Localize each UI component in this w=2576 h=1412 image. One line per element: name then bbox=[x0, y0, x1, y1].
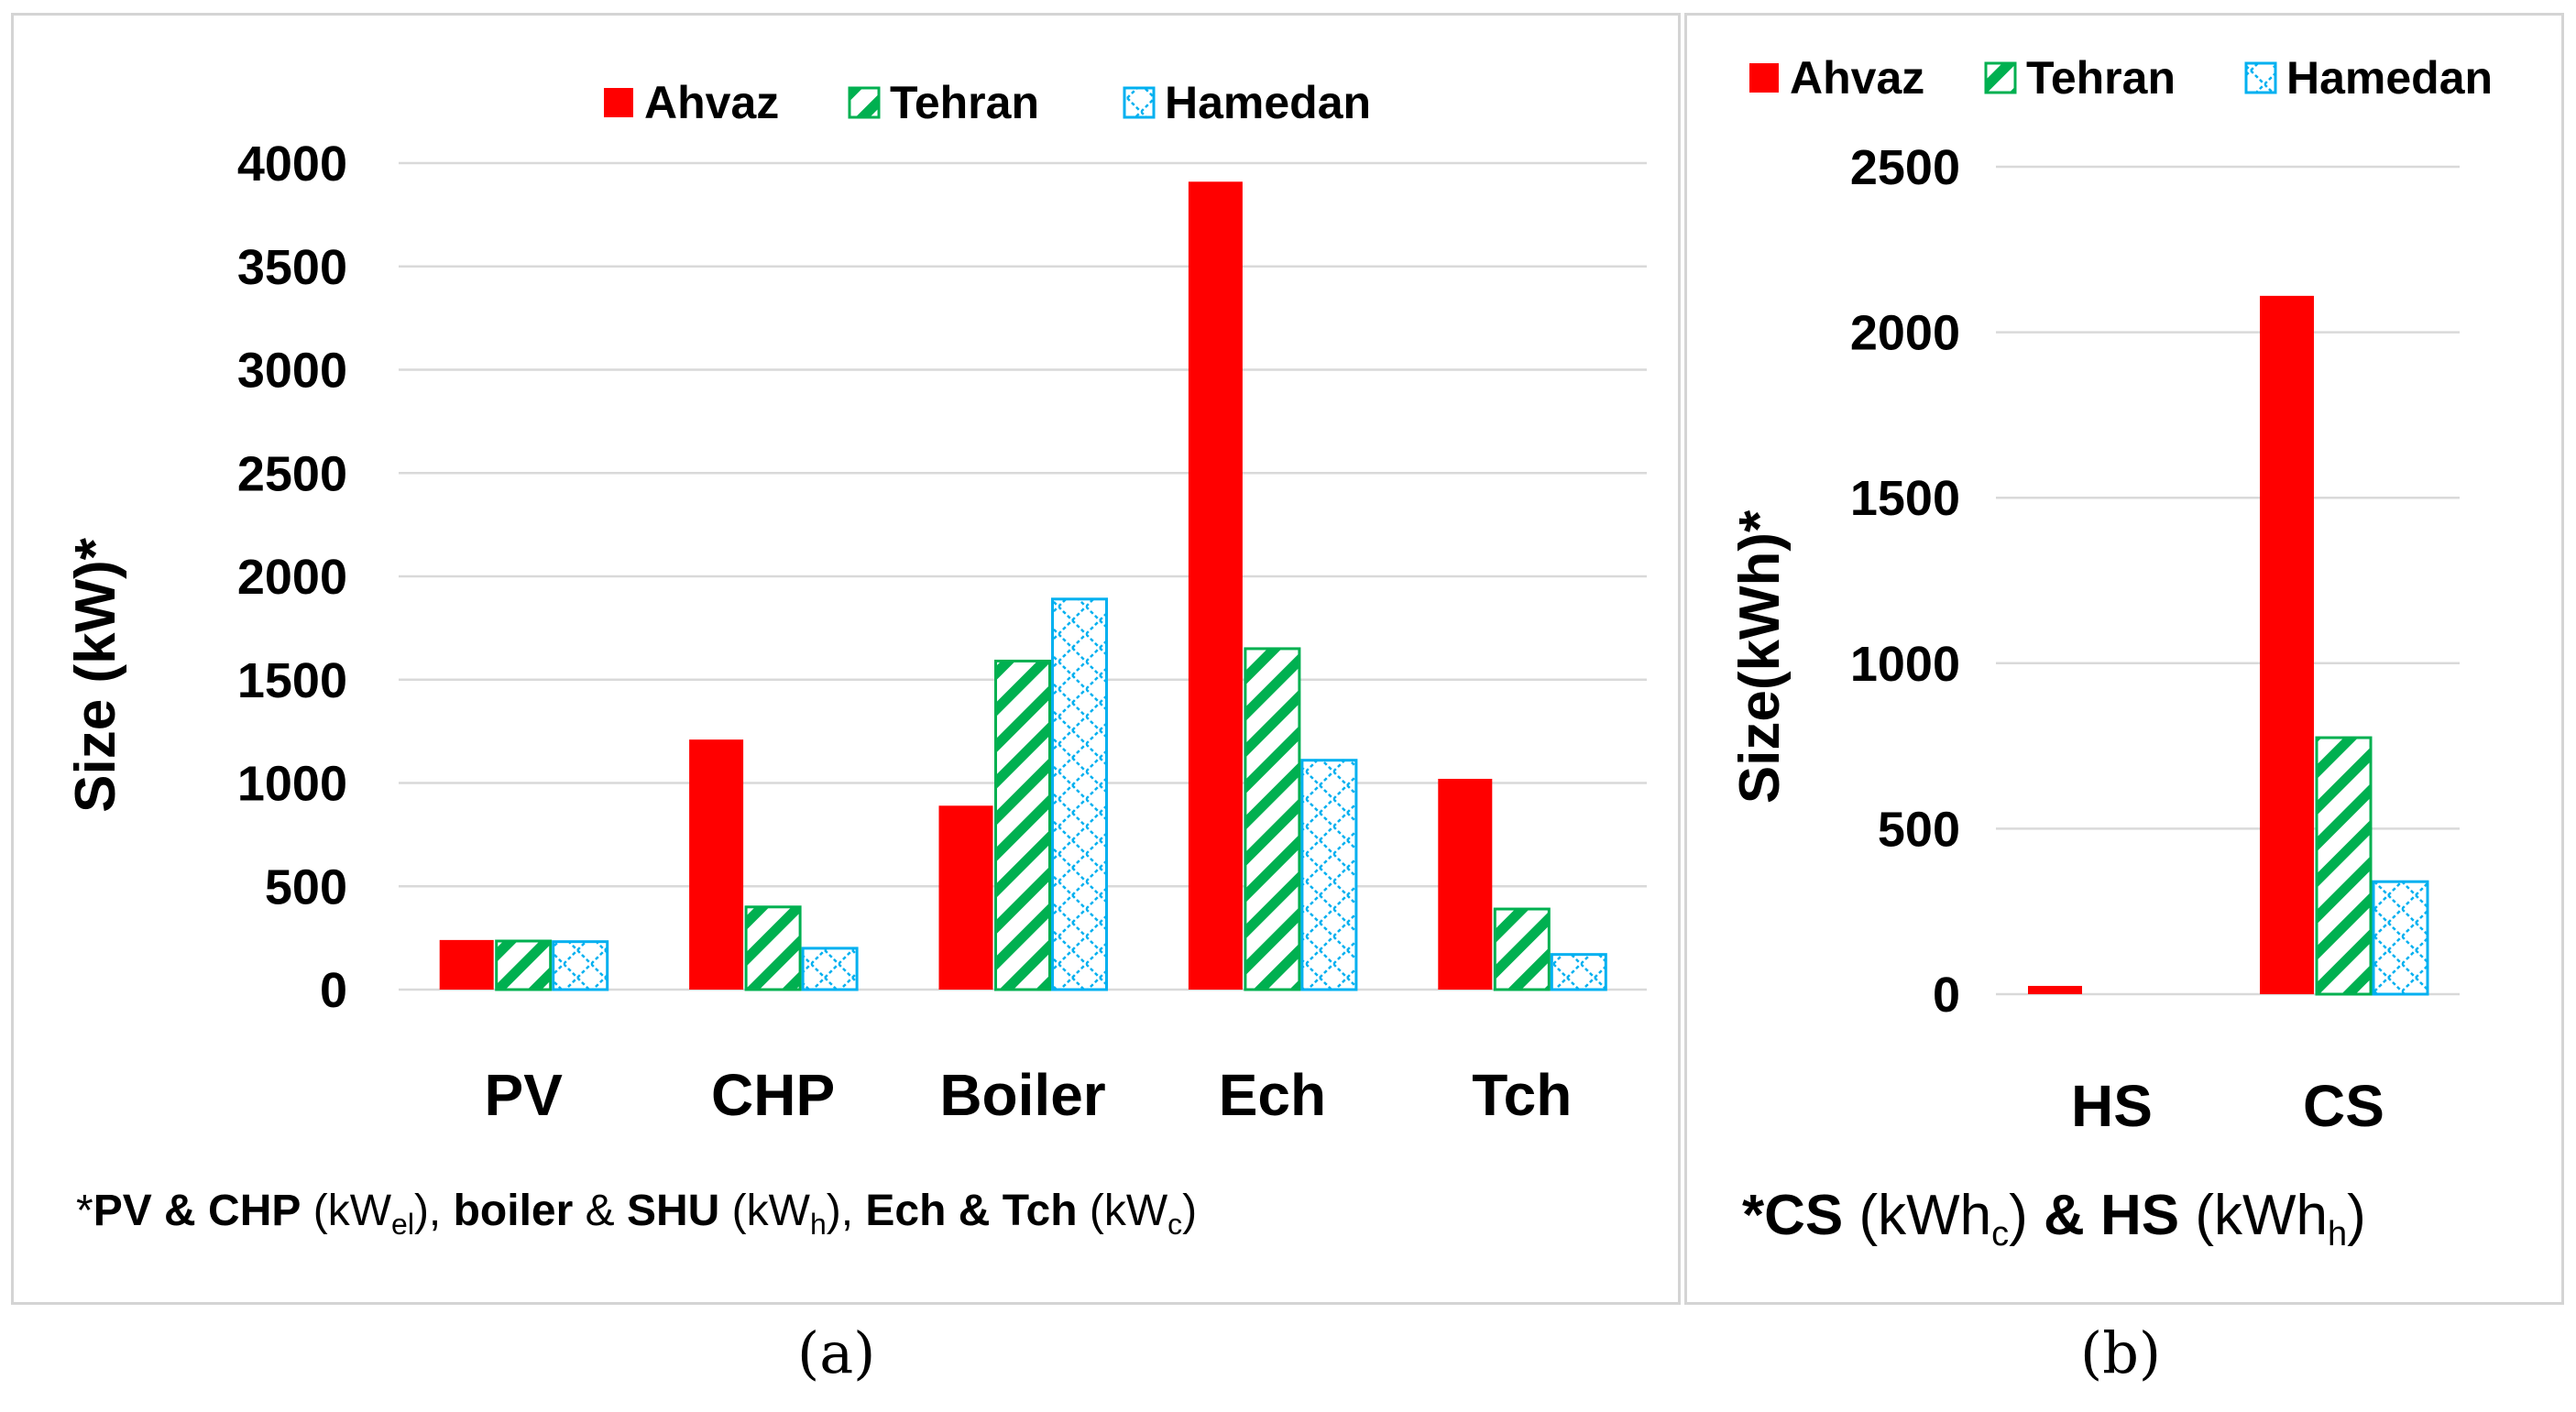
category-labels: HS CS bbox=[2071, 1073, 2384, 1139]
units-footnote: *PV & CHP (kWel), boiler & SHU (kWh), Ec… bbox=[76, 1187, 1197, 1241]
bar-tehran-tch bbox=[1493, 907, 1551, 991]
category-label: CS bbox=[2303, 1073, 2384, 1139]
bar-hamedan-tch bbox=[1550, 953, 1607, 991]
category-label: PV bbox=[485, 1062, 564, 1128]
legend: Ahvaz Tehran Hamedan bbox=[604, 77, 1371, 128]
y-tick-label: 2000 bbox=[1850, 306, 1960, 361]
legend-item-tehran: Tehran bbox=[1984, 52, 2176, 104]
legend-swatch-ahvaz bbox=[604, 88, 633, 117]
legend-item-ahvaz: Ahvaz bbox=[604, 77, 779, 128]
legend-label-tehran: Tehran bbox=[2026, 52, 2176, 104]
units-footnote: *CS (kWhc) & HS (kWhh) bbox=[1742, 1184, 2366, 1253]
legend-item-ahvaz: Ahvaz bbox=[1749, 52, 1924, 104]
bar-ahvaz-pv bbox=[439, 939, 494, 990]
bar-tehran-pv bbox=[495, 939, 553, 991]
y-tick-label: 3500 bbox=[237, 240, 347, 295]
legend-label-hamedan: Hamedan bbox=[1165, 77, 1371, 128]
bar-tehran-ech bbox=[1244, 647, 1301, 991]
bar-hamedan-boiler bbox=[1051, 597, 1108, 991]
y-tick-label: 1500 bbox=[237, 653, 347, 708]
bar-ahvaz-chp bbox=[689, 739, 744, 990]
bars bbox=[439, 181, 1607, 991]
legend-item-tehran: Tehran bbox=[848, 77, 1039, 128]
y-tick-label: 1500 bbox=[1850, 471, 1960, 526]
y-tick-label: 4000 bbox=[237, 137, 347, 192]
category-label: Boiler bbox=[939, 1062, 1105, 1128]
legend-swatch-ahvaz bbox=[1749, 63, 1779, 93]
legend-item-hamedan: Hamedan bbox=[2244, 52, 2493, 104]
caption-a: (a) bbox=[797, 1319, 876, 1386]
bar-ahvaz-cs bbox=[2260, 295, 2314, 994]
bar-hamedan-pv bbox=[552, 940, 609, 991]
gridlines bbox=[399, 161, 1647, 991]
legend-swatch-hamedan bbox=[1123, 86, 1156, 119]
chart-panel-b: 0 500 1000 1500 2000 2500 HS CS Size(kWh)* Ahv… bbox=[1684, 13, 2564, 1305]
bar-ahvaz-tch bbox=[1438, 778, 1493, 990]
category-label: Ech bbox=[1219, 1062, 1326, 1128]
category-label: Tch bbox=[1472, 1062, 1572, 1128]
chart-a-svg: 0 500 1000 1500 2000 2500 3000 3500 4000 PV CHP Bo… bbox=[64, 77, 1647, 1241]
bar-ahvaz-hs bbox=[2028, 985, 2082, 994]
legend-swatch-tehran bbox=[848, 86, 881, 119]
y-tick-label: 0 bbox=[1933, 968, 1960, 1023]
legend-swatch-tehran bbox=[1984, 61, 2017, 94]
y-axis-label: Size (kW)* bbox=[64, 537, 127, 813]
y-tick-label: 0 bbox=[320, 963, 347, 1018]
y-axis-ticks: 0 500 1000 1500 2000 2500 bbox=[1850, 140, 1960, 1023]
legend: Ahvaz Tehran Hamedan bbox=[1749, 52, 2493, 104]
y-tick-label: 2500 bbox=[1850, 140, 1960, 195]
gridlines bbox=[1996, 165, 2460, 996]
chart-panel-a: 0 500 1000 1500 2000 2500 3000 3500 4000 PV CHP Bo… bbox=[11, 13, 1681, 1305]
y-tick-label: 500 bbox=[265, 859, 347, 914]
y-axis-ticks: 0 500 1000 1500 2000 2500 3000 3500 4000 bbox=[237, 137, 347, 1018]
bar-tehran-boiler bbox=[994, 659, 1051, 991]
y-tick-label: 2000 bbox=[237, 550, 347, 605]
legend-label-ahvaz: Ahvaz bbox=[644, 77, 779, 128]
bar-tehran-chp bbox=[744, 905, 802, 991]
category-labels: PV CHP Boiler Ech Tch bbox=[485, 1062, 1573, 1128]
bar-tehran-cs bbox=[2315, 736, 2373, 996]
bar-hamedan-chp bbox=[801, 947, 859, 991]
legend-label-tehran: Tehran bbox=[890, 77, 1039, 128]
legend-label-ahvaz: Ahvaz bbox=[1790, 52, 1924, 104]
bar-hamedan-cs bbox=[2372, 880, 2429, 996]
legend-swatch-hamedan bbox=[2244, 61, 2277, 94]
legend-item-hamedan: Hamedan bbox=[1123, 77, 1371, 128]
bar-ahvaz-ech bbox=[1188, 181, 1243, 991]
bar-hamedan-ech bbox=[1300, 759, 1358, 991]
caption-b: (b) bbox=[2080, 1319, 2162, 1386]
chart-b-svg: 0 500 1000 1500 2000 2500 HS CS Size(kWh)* Ahv… bbox=[1728, 52, 2493, 1253]
y-tick-label: 3000 bbox=[237, 344, 347, 399]
y-tick-label: 1000 bbox=[237, 757, 347, 812]
bars bbox=[2028, 295, 2429, 996]
y-tick-label: 2500 bbox=[237, 446, 347, 501]
category-label: CHP bbox=[711, 1062, 835, 1128]
y-tick-label: 1000 bbox=[1850, 637, 1960, 692]
y-axis-label: Size(kWh)* bbox=[1728, 509, 1792, 804]
bar-ahvaz-boiler bbox=[938, 805, 993, 990]
legend-label-hamedan: Hamedan bbox=[2286, 52, 2493, 104]
category-label: HS bbox=[2071, 1073, 2153, 1139]
y-tick-label: 500 bbox=[1878, 802, 1960, 857]
